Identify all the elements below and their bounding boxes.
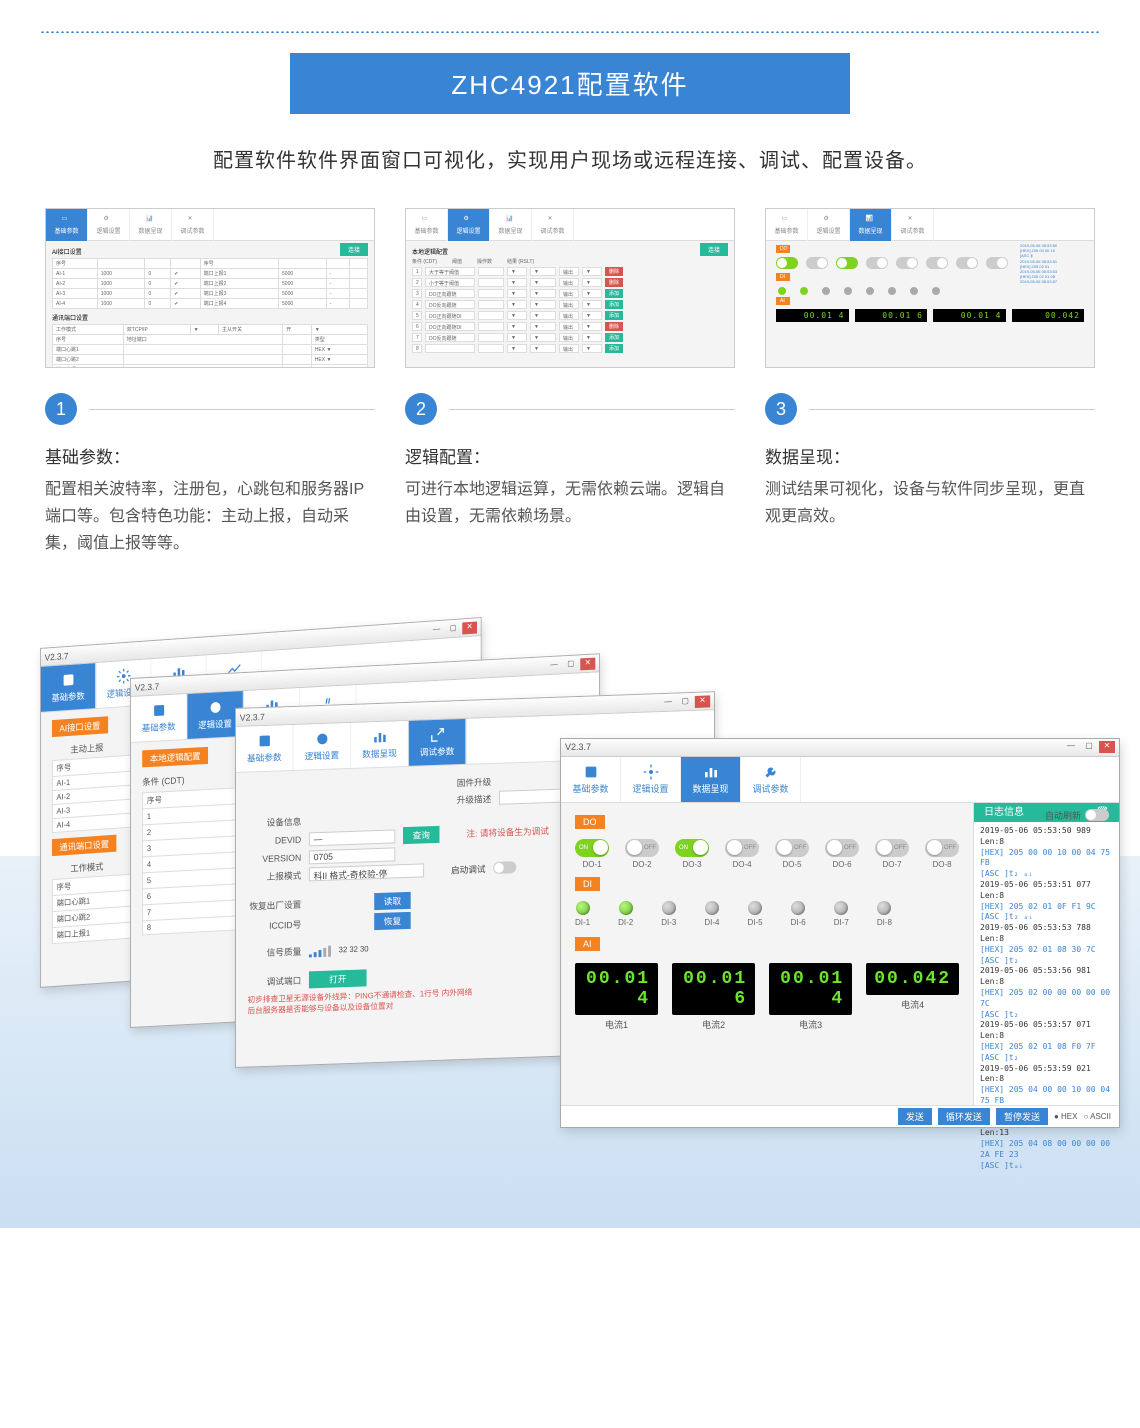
read-button[interactable]: 读取 [374,891,410,909]
di-led: DI-4 [704,901,719,927]
minimize-button[interactable]: — [1063,741,1079,753]
do-toggle[interactable]: OFFDO-5 [775,839,809,869]
debug-toggle[interactable] [493,861,516,874]
section-label: AI接口设置 [52,716,108,737]
page-subtitle: 配置软件软件界面窗口可视化，实现用户现场或远程连接、调试、配置设备。 [0,144,1140,173]
item-title: 基础参数： [45,443,375,468]
window-footer: 发送 循环发送 暂停发送 ● HEX ○ ASCII [561,1105,1119,1127]
thumb-tab: ⚙逻辑设置 [88,209,130,241]
query-button[interactable]: 查询 [403,825,439,843]
thumb-logic-config: ▭基础参数 ⚙逻辑设置 📊数据呈现 ✕调试参数 连接 本地逻辑配置 条件 (CD… [405,208,735,368]
tab-data[interactable]: 数据呈现 [351,720,409,767]
stacked-windows-area: V2.3.7—▢✕ 基础参数 逻辑设置 数据呈现 调试参数 AI接口设置 主动上… [0,608,1140,1228]
thumb-tab: ⚙逻辑设置 [808,209,850,241]
ascii-radio[interactable]: ○ ASCII [1083,1112,1111,1121]
do-toggle[interactable]: OFFDO-6 [825,839,859,869]
log-panel: 2019-05-06 05:53:50[HEX] 205 00 00 10[AS… [1020,243,1090,285]
thumb-tab: ✕调试参数 [172,209,214,241]
ai-display: 00.042电流4 [866,963,959,1031]
di-led: DI-8 [877,901,892,927]
thumb-tab: 📊数据呈现 [850,209,892,241]
do-section-label: DO [575,815,605,829]
thumb-tab: ✕调试参数 [532,209,574,241]
restore-button[interactable]: 恢复 [374,911,410,929]
tab-basic[interactable]: 基础参数 [41,663,96,712]
thumb-tab: 📊数据呈现 [130,209,172,241]
tab-debug[interactable]: 调试参数 [409,718,467,765]
do-toggle[interactable]: OFFDO-7 [875,839,909,869]
ai-display: 00.01 4电流3 [769,963,852,1031]
do-toggle[interactable]: ONDO-3 [675,839,709,869]
tab-data[interactable]: 数据呈现 [681,757,741,802]
tab-debug[interactable]: 调试参数 [741,757,801,802]
ai-display: 00.01 6电流2 [672,963,755,1031]
di-led: DI-3 [661,901,676,927]
thumb-tab: 📊数据呈现 [490,209,532,241]
do-toggle[interactable]: ONDO-1 [575,839,609,869]
section-label: 本地逻辑配置 [142,746,208,766]
tab-logic[interactable]: 逻辑设置 [621,757,681,802]
section-label: 通讯端口设置 [52,834,116,856]
thumb-tab: ▭基础参数 [766,209,808,241]
page-title-bar: ZHC4921配置软件 [290,53,850,114]
pause-send-button[interactable]: 暂停发送 [996,1108,1048,1125]
thumb-data-view: ▭基础参数 ⚙逻辑设置 📊数据呈现 ✕调试参数 DO DI AI 00.01 4… [765,208,1095,368]
close-button[interactable]: ✕ [1099,741,1115,753]
di-led: DI-6 [791,901,806,927]
item-description: 配置相关波特率，注册包，心跳包和服务器IP端口等。包含特色功能：主动上报，自动采… [45,476,375,558]
tab-logic[interactable]: 逻辑设置 [294,723,352,770]
do-toggle[interactable]: OFFDO-8 [925,839,959,869]
open-port-button[interactable]: 打开 [309,969,367,988]
auto-refresh-toggle[interactable]: 自动刷新 [1045,809,1109,822]
do-toggle[interactable]: OFFDO-2 [625,839,659,869]
tab-basic[interactable]: 基础参数 [131,694,187,742]
feature-items-row: 1 基础参数： 配置相关波特率，注册包，心跳包和服务器IP端口等。包含特色功能：… [0,393,1140,558]
item-title: 数据呈现： [765,443,1095,468]
thumb-tab: ✕调试参数 [892,209,934,241]
window-data-view: V2.3.7—▢✕ 基础参数 逻辑设置 数据呈现 调试参数 自动刷新 DO ON… [560,738,1120,1128]
ai-section-label: AI [575,937,600,951]
item-number: 2 [405,393,437,425]
tab-basic[interactable]: 基础参数 [561,757,621,802]
item-number: 3 [765,393,797,425]
hex-radio[interactable]: ● HEX [1054,1112,1078,1121]
tab-basic[interactable]: 基础参数 [236,725,294,772]
feature-item: 1 基础参数： 配置相关波特率，注册包，心跳包和服务器IP端口等。包含特色功能：… [45,393,375,558]
di-led: DI-7 [834,901,849,927]
do-toggle[interactable]: OFFDO-4 [725,839,759,869]
di-led: DI-1 [575,901,590,927]
section-label: AI接口设置 [52,250,82,256]
connect-button: 连接 [700,243,728,256]
maximize-button[interactable]: ▢ [1081,741,1097,753]
item-description: 测试结果可视化，设备与软件同步呈现，更直观更高效。 [765,476,1095,530]
di-section-label: DI [575,877,600,891]
thumb-basic-params: ▭基础参数 ⚙逻辑设置 📊数据呈现 ✕调试参数 连接 AI接口设置 序号序号 A… [45,208,375,368]
signal-bars-icon [309,944,331,957]
feature-item: 2 逻辑配置： 可进行本地逻辑运算，无需依赖云端。逻辑自由设置，无需依赖场景。 [405,393,735,558]
di-led: DI-5 [748,901,763,927]
loop-send-button[interactable]: 循环发送 [938,1108,990,1125]
thumb-tab: ▭基础参数 [46,209,88,241]
thumbnails-row: ▭基础参数 ⚙逻辑设置 📊数据呈现 ✕调试参数 连接 AI接口设置 序号序号 A… [0,208,1140,368]
item-description: 可进行本地逻辑运算，无需依赖云端。逻辑自由设置，无需依赖场景。 [405,476,735,530]
send-button[interactable]: 发送 [898,1108,932,1125]
ai-display: 00.01 4电流1 [575,963,658,1031]
thumb-tab: ⚙逻辑设置 [448,209,490,241]
connect-button: 连接 [340,243,368,256]
thumb-tab: ▭基础参数 [406,209,448,241]
item-number: 1 [45,393,77,425]
decorative-dotted-line [40,30,1100,33]
item-title: 逻辑配置： [405,443,735,468]
feature-item: 3 数据呈现： 测试结果可视化，设备与软件同步呈现，更直观更高效。 [765,393,1095,558]
di-led: DI-2 [618,901,633,927]
log-panel: 日志信息🗑 2019-05-06 05:53:50 989 Len:8[HEX]… [973,803,1119,1105]
